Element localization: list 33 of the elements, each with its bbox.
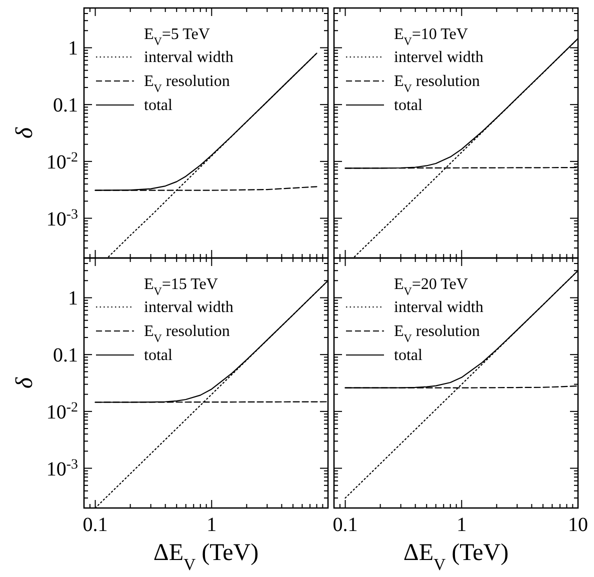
- x-tick-label: 1: [456, 514, 467, 536]
- legend-label: total: [394, 97, 423, 114]
- y-tick-label: 10$^{-2}$: [46, 400, 78, 424]
- legend-label: total: [394, 347, 423, 364]
- legend-label: intervel width: [394, 49, 484, 66]
- legend-label: E$_{V}$ resolution: [144, 73, 230, 95]
- legend-title: E$_{V}$=15 TeV: [144, 276, 218, 298]
- x-tick-label: 0.1: [82, 514, 108, 536]
- y-tick-label: 10$^{-3}$: [46, 206, 78, 230]
- y-tick-label: 10$^{-2}$: [46, 150, 78, 174]
- legend-title: E$_{V}$=5 TeV: [144, 26, 210, 48]
- legend-label: interval width: [144, 299, 234, 316]
- legend-label: interval width: [394, 299, 484, 316]
- y-tick-label: 0.1: [53, 94, 78, 117]
- legend-title: E$_{V}$=20 TeV: [394, 276, 468, 298]
- y-tick-label: 1: [68, 288, 78, 310]
- legend-label: E$_{V}$ resolution: [394, 73, 480, 95]
- x-tick-label: 10: [568, 514, 588, 536]
- x-axis-title: ΔE$_{V}$ (TeV): [153, 540, 259, 574]
- legend-title: E$_{V}$=10 TeV: [394, 26, 468, 48]
- legend-label: total: [144, 347, 173, 364]
- y-axis-title: δ: [12, 376, 38, 389]
- y-tick-label: 1: [68, 38, 78, 60]
- y-tick-label: 0.1: [53, 344, 78, 367]
- legend-label: interval width: [144, 49, 234, 66]
- legend-label: E$_{V}$ resolution: [144, 323, 230, 345]
- legend-label: total: [144, 97, 173, 114]
- y-axis-title: δ: [12, 126, 38, 139]
- x-tick-label: 1: [206, 514, 217, 536]
- legend-label: E$_{V}$ resolution: [394, 323, 480, 345]
- y-tick-label: 10$^{-3}$: [46, 456, 78, 480]
- x-tick-label: 0.1: [332, 514, 358, 536]
- x-axis-title: ΔE$_{V}$ (TeV): [403, 540, 509, 574]
